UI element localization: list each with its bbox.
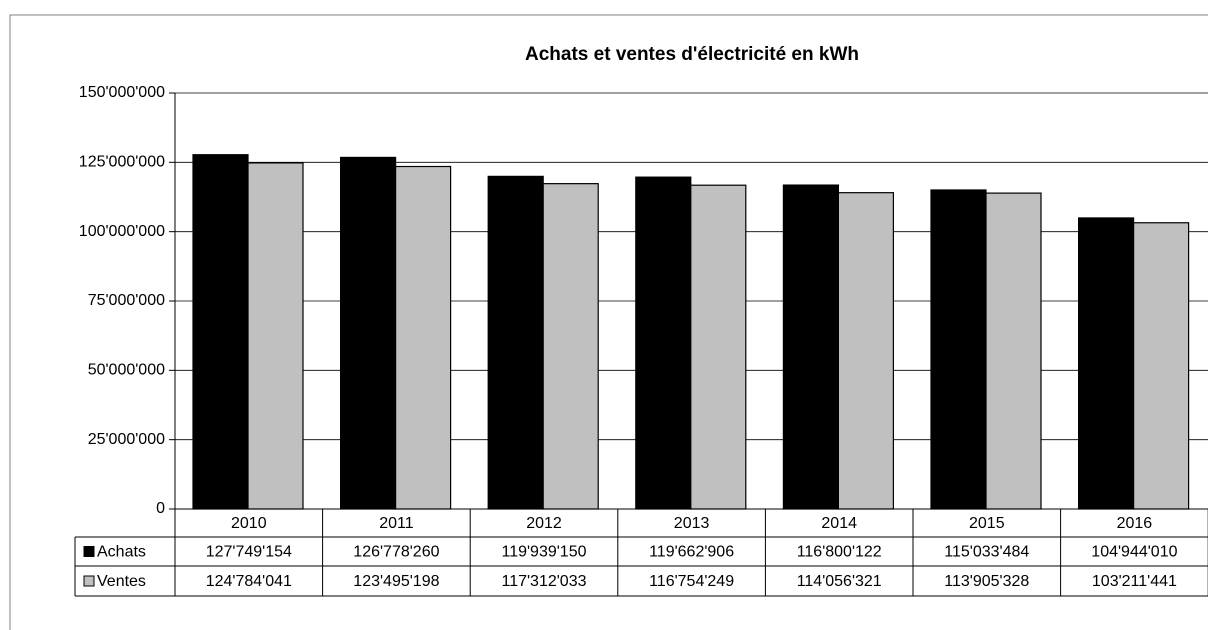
bar <box>1132 222 1190 510</box>
x-tick-label: 2011 <box>379 515 414 532</box>
data-label: 119'939'150 <box>501 544 586 561</box>
bar <box>635 176 692 510</box>
x-tick-label: 2010 <box>231 515 267 532</box>
bar <box>837 192 895 510</box>
legend-key <box>83 575 95 587</box>
legend-label: Achats <box>97 544 146 561</box>
data-label: 123'495'198 <box>353 573 439 590</box>
y-tick-label: 150'000'000 <box>79 84 165 101</box>
x-tick-label: 2012 <box>526 515 562 532</box>
data-label: 116'800'122 <box>797 544 882 561</box>
y-tick-label: 100'000'000 <box>79 223 165 240</box>
chart-title: Achats et ventes d'électricité en kWh <box>525 44 859 65</box>
y-tick-label: 75'000'000 <box>88 292 165 309</box>
data-label: 127'749'154 <box>206 544 292 561</box>
bar <box>340 156 397 510</box>
bar <box>930 189 987 510</box>
bar <box>395 165 452 510</box>
legend-label: Ventes <box>97 573 146 590</box>
data-label: 113'905'328 <box>944 573 1029 590</box>
y-tick-label: 0 <box>156 500 165 517</box>
data-label: 114'056'321 <box>797 573 882 590</box>
legend-key <box>83 546 95 557</box>
data-label: 115'033'484 <box>944 544 1029 561</box>
data-label: 124'784'041 <box>206 573 292 590</box>
bar <box>247 162 304 510</box>
data-label: 103'211'441 <box>1092 573 1177 590</box>
bar <box>690 184 747 510</box>
y-tick-label: 50'000'000 <box>88 362 165 379</box>
data-label: 119'662'906 <box>649 544 734 561</box>
data-label: 104'944'010 <box>1091 544 1177 561</box>
data-label: 126'778'260 <box>353 544 439 561</box>
data-label: 116'754'249 <box>649 573 734 590</box>
bar <box>782 184 840 510</box>
bar <box>487 175 544 510</box>
bar <box>542 183 599 510</box>
x-tick-label: 2013 <box>674 515 710 532</box>
bar <box>1077 217 1135 510</box>
x-tick-label: 2014 <box>821 515 857 532</box>
y-tick-label: 125'000'000 <box>79 154 165 171</box>
data-label: 117'312'033 <box>501 573 586 590</box>
bar <box>192 154 249 510</box>
bar <box>985 192 1042 510</box>
y-tick-label: 25'000'000 <box>88 431 165 448</box>
x-tick-label: 2016 <box>1117 515 1153 532</box>
x-tick-label: 2015 <box>969 515 1005 532</box>
